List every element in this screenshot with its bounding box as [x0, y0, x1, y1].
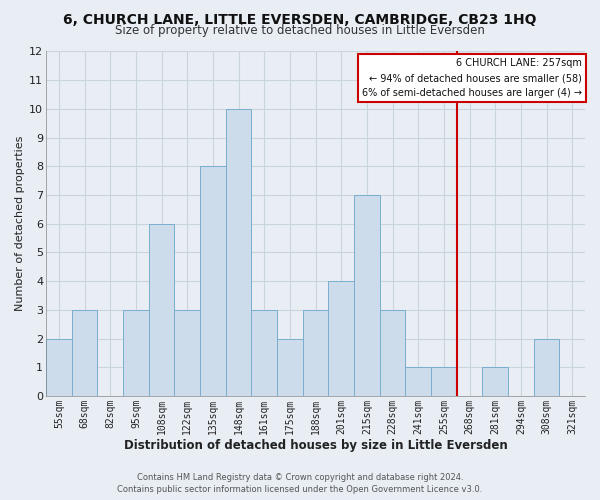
Bar: [200, 166, 226, 396]
Bar: [303, 310, 328, 396]
Bar: [149, 224, 175, 396]
Bar: [328, 281, 354, 396]
Text: 6, CHURCH LANE, LITTLE EVERSDEN, CAMBRIDGE, CB23 1HQ: 6, CHURCH LANE, LITTLE EVERSDEN, CAMBRID…: [63, 12, 537, 26]
Bar: [482, 367, 508, 396]
Bar: [406, 367, 431, 396]
Bar: [46, 338, 72, 396]
Text: Size of property relative to detached houses in Little Eversden: Size of property relative to detached ho…: [115, 24, 485, 37]
Text: Contains HM Land Registry data © Crown copyright and database right 2024.
Contai: Contains HM Land Registry data © Crown c…: [118, 473, 482, 494]
Bar: [251, 310, 277, 396]
Bar: [380, 310, 406, 396]
Bar: [533, 338, 559, 396]
Text: 6 CHURCH LANE: 257sqm
← 94% of detached houses are smaller (58)
6% of semi-detac: 6 CHURCH LANE: 257sqm ← 94% of detached …: [362, 58, 583, 98]
Bar: [123, 310, 149, 396]
Y-axis label: Number of detached properties: Number of detached properties: [15, 136, 25, 312]
Bar: [226, 109, 251, 396]
Bar: [72, 310, 97, 396]
Bar: [175, 310, 200, 396]
Bar: [277, 338, 303, 396]
Bar: [431, 367, 457, 396]
X-axis label: Distribution of detached houses by size in Little Eversden: Distribution of detached houses by size …: [124, 440, 508, 452]
Bar: [354, 195, 380, 396]
